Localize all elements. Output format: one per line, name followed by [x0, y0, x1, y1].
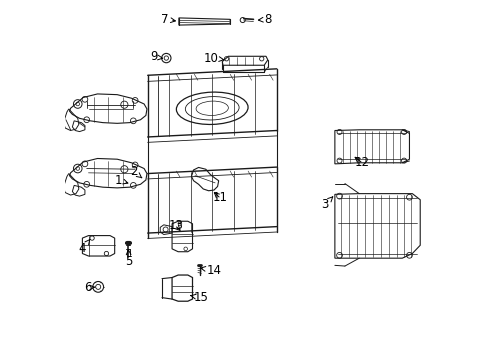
Text: 13: 13 [168, 219, 183, 233]
Text: 6: 6 [83, 281, 95, 294]
Text: 4: 4 [79, 239, 90, 255]
Text: 14: 14 [201, 264, 221, 277]
Text: 11: 11 [212, 192, 227, 204]
Text: 2: 2 [130, 165, 142, 178]
Text: 1: 1 [114, 174, 127, 186]
Text: 3: 3 [321, 197, 332, 211]
Text: 12: 12 [354, 156, 369, 169]
Text: 7: 7 [161, 13, 175, 26]
Text: 9: 9 [150, 50, 162, 63]
Text: 8: 8 [258, 13, 271, 26]
Text: 5: 5 [125, 250, 132, 268]
Text: 10: 10 [203, 51, 224, 64]
Text: 15: 15 [190, 291, 208, 304]
